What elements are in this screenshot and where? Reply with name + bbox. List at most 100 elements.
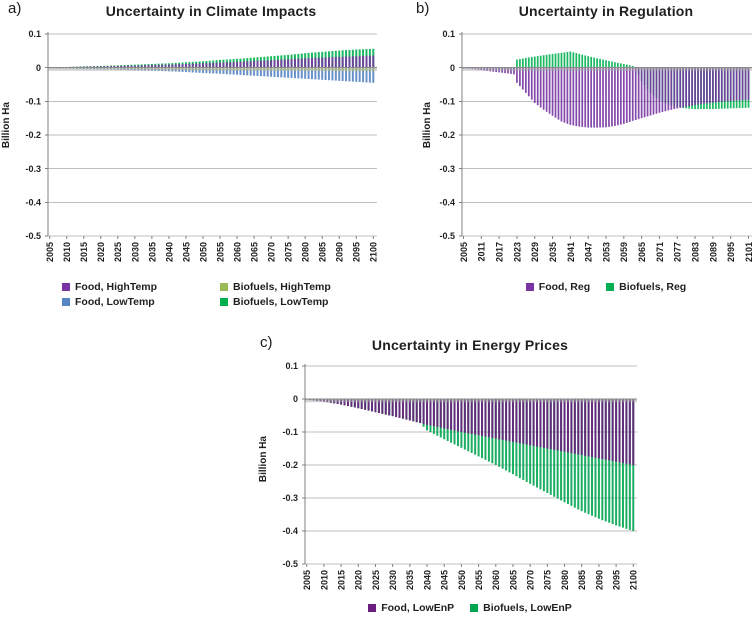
bar [617, 62, 619, 68]
bar [577, 399, 580, 455]
zero-band [462, 67, 752, 71]
bar [232, 62, 235, 68]
legend-label: Biofuels, LowEnP [483, 602, 572, 614]
bar [618, 399, 621, 463]
bar [548, 54, 551, 68]
bar [605, 60, 607, 68]
bar [304, 58, 307, 68]
legend-swatch-icon [606, 283, 615, 291]
panel-label-b: b) [416, 0, 430, 17]
x-tick-label: 2025 [371, 570, 381, 590]
panel-label-c: c) [260, 334, 273, 351]
bar [566, 67, 569, 124]
bar [110, 66, 113, 68]
x-tick-label: 2089 [708, 242, 718, 262]
x-tick-label: 2011 [477, 242, 487, 262]
bar [384, 399, 387, 415]
bar [266, 60, 269, 68]
bar [578, 67, 581, 127]
bar [283, 67, 286, 78]
bar [137, 65, 140, 68]
x-tick-label: 2005 [302, 570, 312, 590]
bar [628, 65, 631, 68]
bar [617, 67, 619, 126]
bar [377, 399, 380, 413]
bar [545, 54, 548, 68]
bar [174, 64, 177, 68]
bar [391, 399, 394, 417]
bar [429, 399, 432, 426]
bar [202, 63, 204, 68]
bar [578, 53, 581, 68]
x-tick-label: 2040 [164, 242, 174, 262]
x-tick-label: 2025 [113, 242, 123, 262]
bar [584, 399, 587, 456]
bar [604, 399, 607, 460]
bars-food-hightemp [48, 55, 375, 68]
bar [232, 67, 235, 75]
bar [205, 63, 208, 68]
bar [215, 62, 218, 68]
bar [256, 60, 259, 68]
bar [637, 67, 640, 120]
x-tick-label: 2085 [318, 242, 328, 262]
bar [664, 67, 667, 112]
bar [371, 399, 374, 412]
bar [584, 55, 587, 68]
x-tick-label: 2015 [79, 242, 89, 262]
bar [225, 62, 228, 68]
bar [726, 67, 729, 102]
legend-item-biofuels-hightemp: Biofuels, HighTemp [220, 281, 331, 293]
bar [591, 399, 594, 458]
bar [253, 60, 256, 68]
y-tick-label: -0.2 [439, 130, 455, 140]
bar [691, 67, 693, 106]
x-tick-label: 2041 [566, 242, 576, 262]
bar [515, 399, 518, 443]
bar [614, 67, 616, 126]
bar [460, 399, 463, 432]
x-tick-label: 2101 [744, 242, 754, 262]
x-tick-label: 2080 [560, 570, 570, 590]
bar [290, 67, 293, 78]
bar [432, 399, 435, 427]
legend-label: Biofuels, LowTemp [233, 296, 329, 308]
x-tick-label: 2035 [548, 242, 558, 262]
bar [524, 57, 527, 68]
bar [263, 67, 266, 77]
bar [602, 59, 604, 68]
bar [539, 399, 542, 448]
y-tick-label: -0.3 [282, 493, 298, 503]
x-tick-label: 2030 [130, 242, 140, 262]
chart-title-regulation: Uncertainty in Regulation [518, 3, 694, 19]
x-tick-label: 2065 [249, 242, 259, 262]
x-tick-label: 2017 [495, 242, 505, 262]
bar [368, 67, 371, 83]
bar [415, 399, 418, 423]
bar [222, 62, 225, 68]
bar [450, 399, 453, 430]
bar [584, 67, 587, 128]
bar [300, 58, 303, 68]
bar [587, 67, 590, 128]
bar [334, 57, 337, 68]
panel-label-a: a) [8, 0, 22, 17]
y-tick-label: 0.1 [442, 29, 455, 39]
bar [324, 57, 327, 68]
bar [116, 65, 119, 68]
x-tick-label: 2070 [267, 242, 277, 262]
bar [551, 67, 554, 116]
bar [545, 67, 548, 112]
bar [602, 67, 604, 128]
bar [516, 59, 518, 68]
bar [532, 399, 535, 446]
bar [628, 399, 631, 465]
bar [570, 399, 573, 454]
bar [508, 399, 511, 442]
bar [536, 399, 539, 447]
bar [522, 58, 524, 68]
x-tick-label: 2075 [543, 570, 553, 590]
bar [229, 67, 232, 75]
x-tick-label: 2070 [526, 570, 536, 590]
legend-item-biofuels-reg: Biofuels, Reg [606, 281, 686, 293]
